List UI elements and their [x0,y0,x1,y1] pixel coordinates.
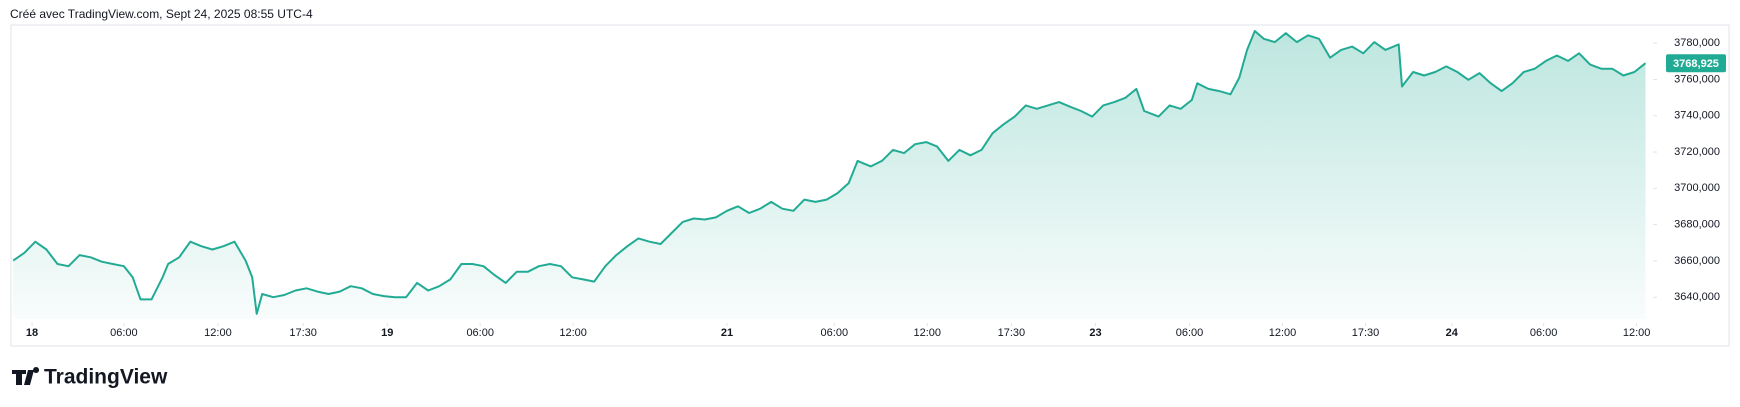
y-tick-label: 3760,000 [1674,73,1720,85]
y-tick-label: 3700,000 [1674,182,1720,194]
y-tick-label: 3740,000 [1674,110,1720,122]
y-tick-label: 3780,000 [1674,37,1720,49]
x-tick-label: 19 [381,327,393,339]
panel [10,24,1730,347]
last-value-label: 3768,925 [1673,58,1719,70]
x-tick-label: 06:00 [1530,327,1558,339]
x-tick-label: 06:00 [821,327,849,339]
x-tick-label: 06:00 [466,327,494,339]
y-tick-label: 3680,000 [1674,219,1720,231]
x-tick-label: 12:00 [559,327,587,339]
x-tick-label: 17:30 [1352,327,1380,339]
logo-icon [12,367,40,385]
x-tick-label: 18 [26,327,38,339]
x-tick-label: 17:30 [289,327,317,339]
x-tick-label: 06:00 [1176,327,1204,339]
logo-text: TradingView [44,366,168,389]
y-tick-label: 3720,000 [1674,146,1720,158]
logo: TradingView [12,366,168,389]
y-tick-label: 3640,000 [1674,291,1720,303]
header: Créé avec TradingView.com, Sept 24, 2025… [10,7,313,21]
x-tick-label: 12:00 [914,327,942,339]
last-value-badge [1666,54,1726,73]
x-tick-label: 12:00 [1623,327,1651,339]
y-tick-label: 3660,000 [1674,255,1720,267]
area-fill [13,31,1646,319]
x-tick-label: 12:00 [1269,327,1297,339]
x-tick-label: 12:00 [204,327,232,339]
x-tick-label: 23 [1089,327,1101,339]
price-line [12,30,1647,315]
x-tick-label: 17:30 [998,327,1026,339]
x-tick-label: 21 [721,327,733,339]
x-tick-label: 24 [1446,327,1459,339]
x-tick-label: 06:00 [110,327,138,339]
